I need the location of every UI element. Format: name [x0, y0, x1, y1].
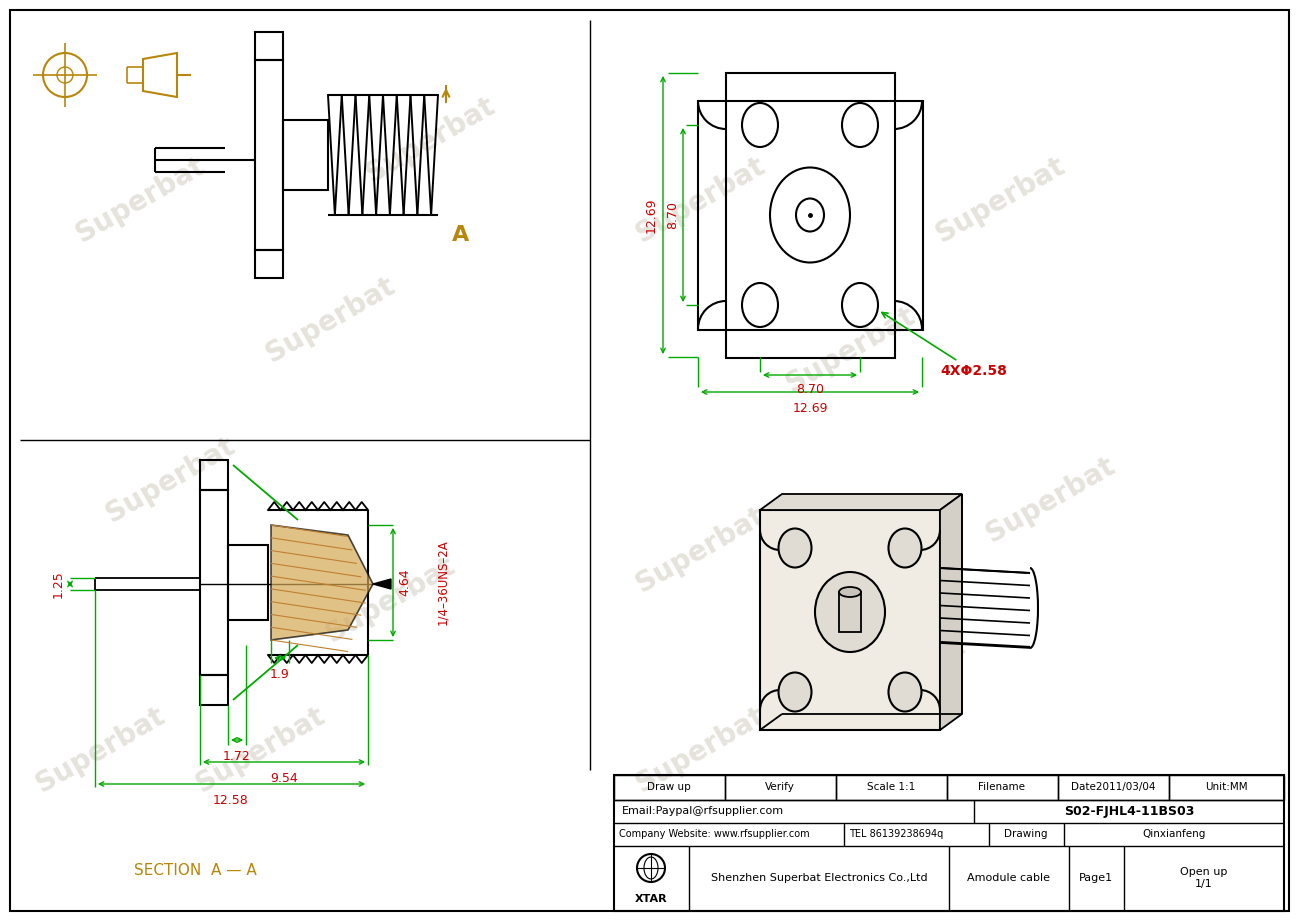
Polygon shape: [373, 579, 391, 589]
Bar: [947, 775, 1057, 800]
Bar: [255, 32, 283, 60]
Text: 1.72: 1.72: [223, 750, 251, 763]
Bar: [255, 250, 283, 278]
Text: Superbat: Superbat: [191, 702, 330, 799]
Text: Email:Paypal@rfsupplier.com: Email:Paypal@rfsupplier.com: [622, 806, 785, 816]
Text: 8.70: 8.70: [666, 201, 679, 229]
Bar: [200, 490, 229, 675]
Text: 1.9: 1.9: [270, 668, 290, 681]
Bar: [614, 775, 1283, 911]
Ellipse shape: [839, 587, 861, 597]
Bar: [255, 60, 283, 250]
Text: Superbat: Superbat: [630, 702, 769, 799]
Text: Unit:MM: Unit:MM: [1204, 782, 1247, 792]
Bar: [837, 775, 947, 800]
Text: Draw up: Draw up: [647, 782, 691, 792]
Ellipse shape: [778, 672, 812, 712]
Text: Qinxianfeng: Qinxianfeng: [1142, 829, 1205, 839]
Text: Superbat: Superbat: [781, 302, 920, 398]
Bar: [725, 775, 837, 800]
Ellipse shape: [889, 672, 921, 712]
Text: XTAR: XTAR: [635, 894, 668, 904]
Bar: [839, 592, 861, 632]
Bar: [200, 675, 229, 705]
Text: 9.54: 9.54: [270, 772, 297, 785]
Text: Superbat: Superbat: [930, 152, 1069, 248]
Text: Company Website: www.rfsupplier.com: Company Website: www.rfsupplier.com: [620, 829, 809, 839]
Text: Superbat: Superbat: [630, 152, 769, 248]
Text: Amodule cable: Amodule cable: [968, 873, 1051, 883]
Bar: [1057, 775, 1169, 800]
Polygon shape: [760, 494, 963, 510]
Text: Filename: Filename: [978, 782, 1025, 792]
Polygon shape: [271, 525, 373, 640]
Text: Verify: Verify: [765, 782, 795, 792]
Bar: [229, 545, 268, 620]
Text: 12.69: 12.69: [646, 197, 659, 233]
Text: Open up
1/1: Open up 1/1: [1181, 868, 1228, 889]
Polygon shape: [760, 510, 940, 730]
Polygon shape: [940, 494, 963, 730]
Text: Superbat: Superbat: [261, 272, 399, 368]
Bar: [283, 120, 329, 190]
Bar: [614, 775, 725, 800]
Text: 4.64: 4.64: [397, 568, 410, 596]
Text: SECTION  A — A: SECTION A — A: [134, 862, 256, 878]
Text: S02-FJHL4-11BS03: S02-FJHL4-11BS03: [1064, 805, 1194, 818]
Text: 8.70: 8.70: [796, 383, 824, 396]
Text: 12.58: 12.58: [213, 794, 249, 807]
Text: Scale 1:1: Scale 1:1: [866, 782, 914, 792]
Ellipse shape: [889, 529, 921, 567]
Ellipse shape: [778, 529, 812, 567]
Text: Superbat: Superbat: [70, 152, 209, 248]
Text: Superbat: Superbat: [321, 552, 460, 648]
Text: Superbat: Superbat: [830, 632, 969, 729]
Bar: [726, 73, 895, 358]
Text: 1/4–36UNS–2A: 1/4–36UNS–2A: [436, 539, 449, 624]
Text: Superbat: Superbat: [981, 452, 1120, 548]
Text: 1.25: 1.25: [52, 570, 65, 598]
Text: Page1: Page1: [1079, 873, 1113, 883]
Text: Shenzhen Superbat Electronics Co.,Ltd: Shenzhen Superbat Electronics Co.,Ltd: [711, 873, 927, 883]
Text: Superbat: Superbat: [31, 702, 169, 799]
Text: Drawing: Drawing: [1004, 829, 1048, 839]
Text: Superbat: Superbat: [361, 92, 499, 188]
Text: Date2011/03/04: Date2011/03/04: [1070, 782, 1155, 792]
Text: Superbat: Superbat: [630, 502, 769, 598]
Bar: [698, 101, 924, 330]
Bar: [200, 460, 229, 490]
Text: TEL 86139238694q: TEL 86139238694q: [850, 829, 943, 839]
Text: A: A: [452, 225, 470, 245]
Bar: [1169, 775, 1283, 800]
Text: 12.69: 12.69: [792, 402, 827, 415]
Ellipse shape: [814, 572, 885, 652]
Text: 4XΦ2.58: 4XΦ2.58: [882, 312, 1007, 378]
Text: Superbat: Superbat: [100, 432, 239, 528]
